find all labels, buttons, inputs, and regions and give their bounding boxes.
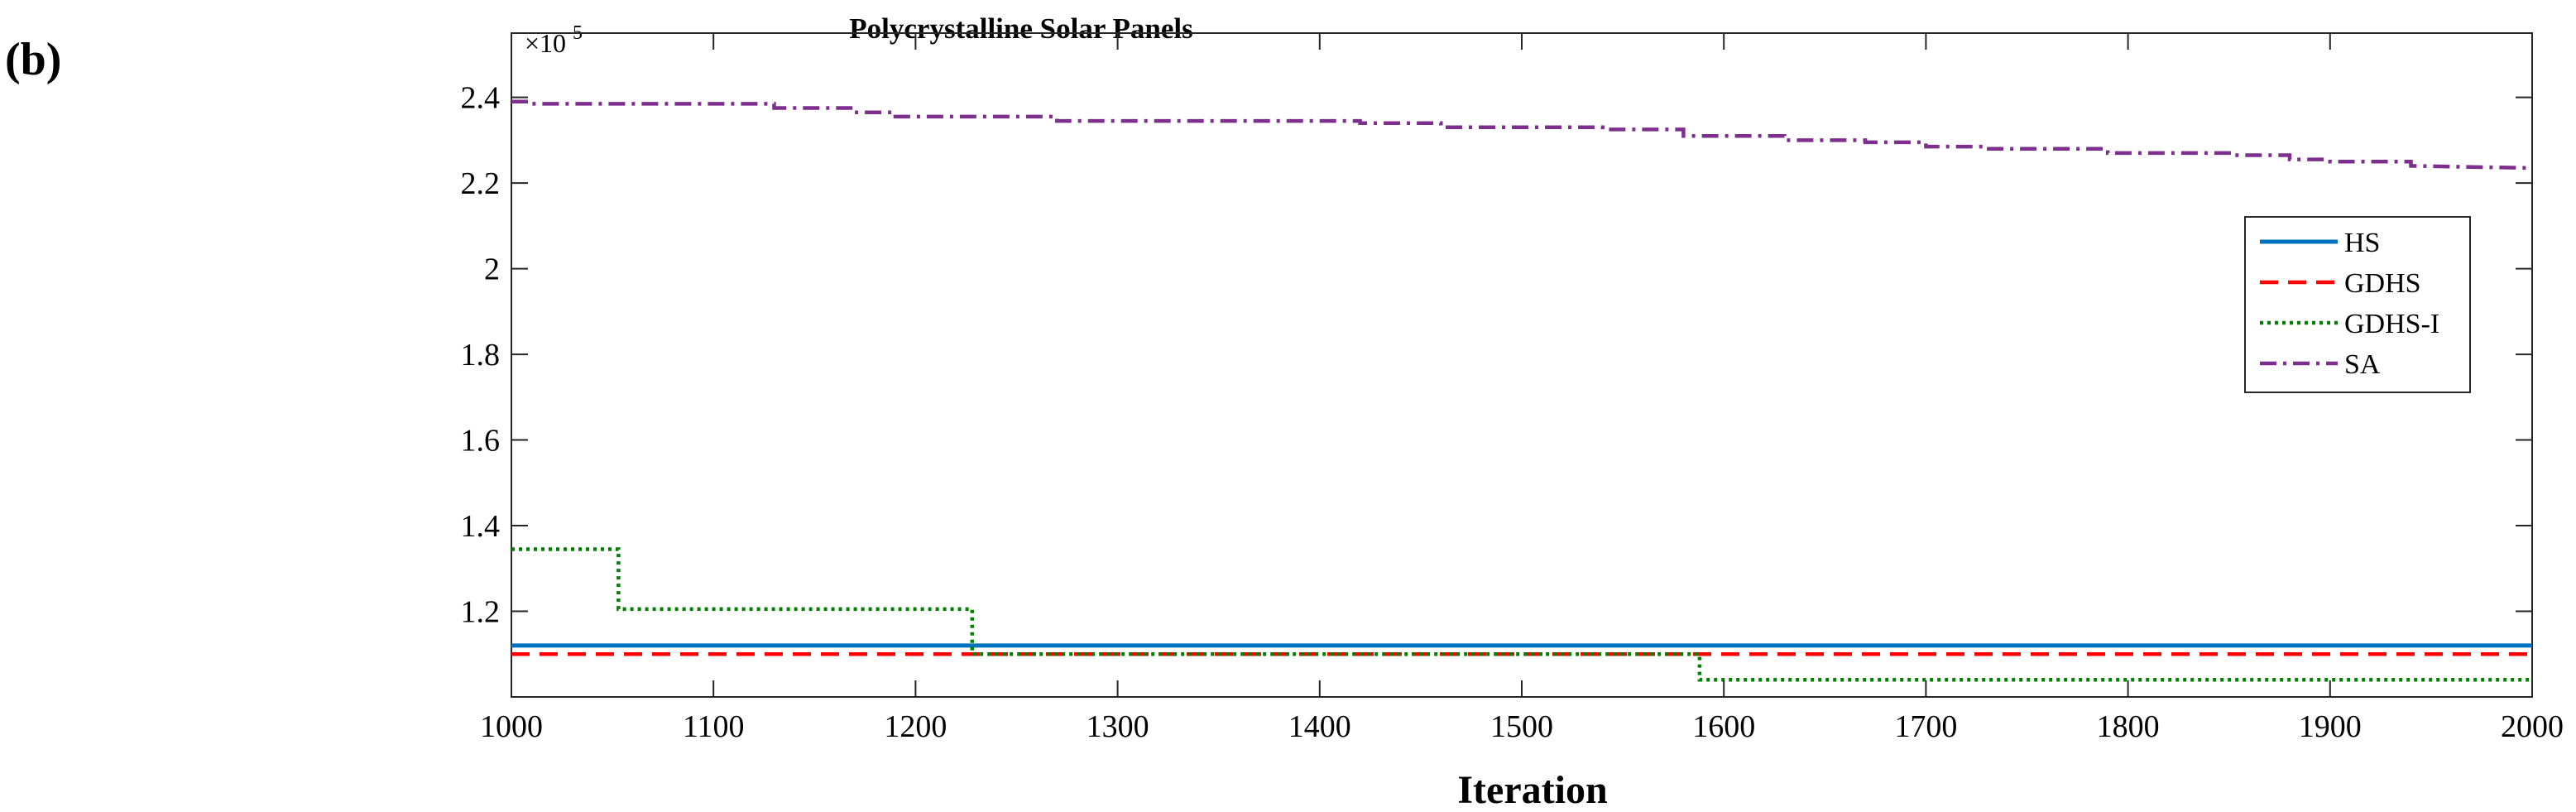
axes-box <box>511 32 2533 698</box>
x-axis-label: Iteration <box>1457 768 1607 812</box>
x-tick-label: 1800 <box>2097 709 2160 744</box>
y-tick-label: 1.6 <box>461 424 501 459</box>
legend-box <box>2244 216 2471 393</box>
series-line-sa <box>511 99 2533 171</box>
y-tick-label: 1.8 <box>461 338 501 372</box>
legend-label-hs: HS <box>2344 228 2380 258</box>
y-tick-label: 1.2 <box>461 595 501 630</box>
legend: HS GDHS GDHS-I SA <box>2244 216 2471 393</box>
panel-label: (b) <box>5 34 62 85</box>
chart-title: Polycrystalline Solar Panels <box>849 12 1192 45</box>
x-tick-label: 1600 <box>1692 709 1755 744</box>
y-tick-label: 2.4 <box>461 81 501 116</box>
x-tick-label: 1300 <box>1087 709 1149 744</box>
x-tick-label: 1100 <box>683 709 745 744</box>
y-tick-label: 2 <box>484 252 500 287</box>
legend-label-gdhs: GDHS <box>2344 268 2421 299</box>
legend-label-sa: SA <box>2344 349 2381 380</box>
y-tick-label: 2.2 <box>461 166 501 201</box>
y-exponent-label: ×10 5 <box>525 22 583 58</box>
x-tick-label: 1000 <box>480 709 543 744</box>
x-tick-label: 1500 <box>1490 709 1553 744</box>
series-line-gdhs-i <box>511 547 2532 682</box>
plot-area <box>511 32 2533 698</box>
legend-label-gdhs-i: GDHS-I <box>2344 309 2439 339</box>
x-tick-label: 1900 <box>2299 709 2362 744</box>
x-tick-label: 1700 <box>1894 709 1957 744</box>
y-tick-label: 1.4 <box>461 509 501 544</box>
series-layer <box>511 99 2533 682</box>
x-tick-label: 1200 <box>884 709 947 744</box>
x-tick-label: 2000 <box>2501 709 2564 744</box>
ticks-layer: 1000 1100 1200 1300 1400 1500 1600 1700 1800 1900… <box>461 33 2564 744</box>
x-tick-label: 1400 <box>1288 709 1351 744</box>
svg-text:×10 5: ×10 5 <box>525 22 583 58</box>
